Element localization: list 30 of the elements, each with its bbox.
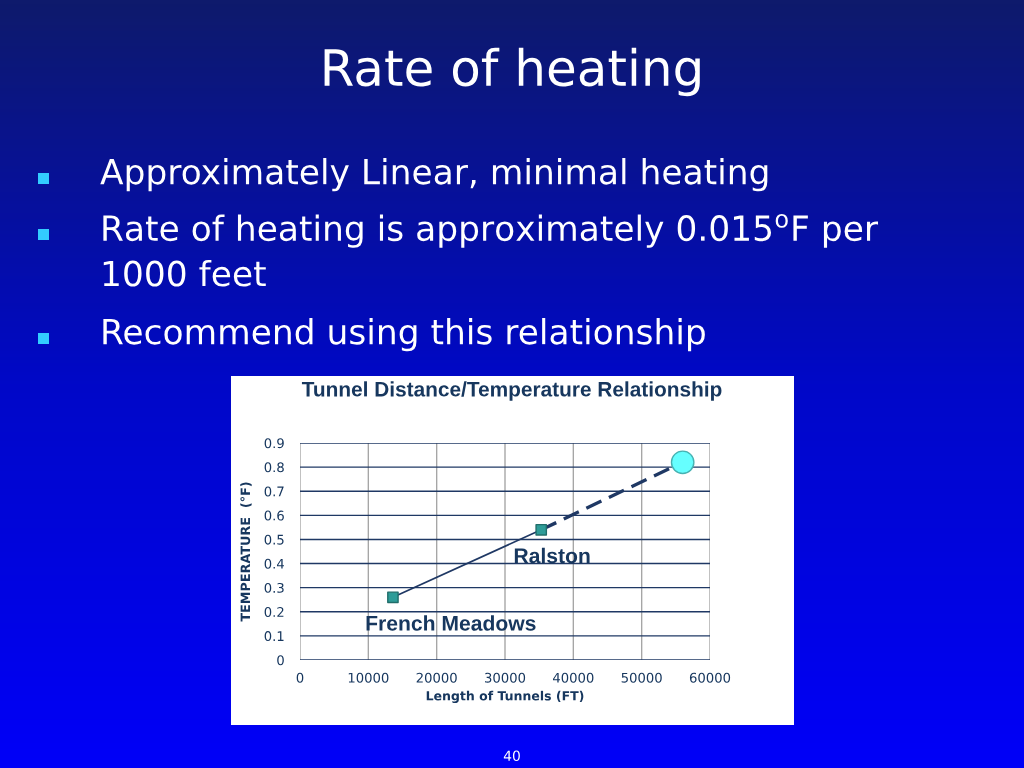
y-tick-label: 0.4 [264,558,284,569]
y-tick-label: 0.6 [264,510,284,521]
point [670,450,695,475]
y-tick-label: 0.3 [264,582,284,593]
chart-subtitle: Tunnel Distance/Temperature Relationship [301,381,722,401]
x-tick-label: 0 [296,672,304,683]
x-tick-label: 50000 [621,672,662,683]
annotation: French Meadows [366,615,536,631]
x-tick-label: 60000 [689,672,731,683]
y-axis-title: TEMPERATURE (°F) [240,482,252,622]
x-tick-label: 10000 [348,672,389,683]
text: 40 [503,750,520,762]
y-tick-label: 0.5 [264,534,284,545]
x-tick-label: 20000 [416,672,457,683]
text: Approximately Linear, minimal heating [100,158,768,192]
y-tick-label: 0.8 [264,462,284,473]
point [387,591,399,604]
x-axis-title: Length of Tunnels (FT) [426,690,584,704]
y-tick-label: 0.9 [264,438,284,449]
y-tick-label: 0 [277,655,284,666]
y-tick-label: 0.2 [264,607,284,617]
annotation: Ralston [514,547,590,564]
x-tick-label: 40000 [552,672,594,683]
x-tick-label: 30000 [485,672,526,683]
text: Rate of heating is approximately 0.015$^{o}$F per 1000 feet [103,214,879,287]
point [535,523,548,536]
y-tick-label: 0.7 [264,486,284,497]
y-tick-label: 0.1 [264,631,284,642]
text: Recommend using this relationship [103,318,705,352]
chart-title: Rate of heating [324,47,700,97]
